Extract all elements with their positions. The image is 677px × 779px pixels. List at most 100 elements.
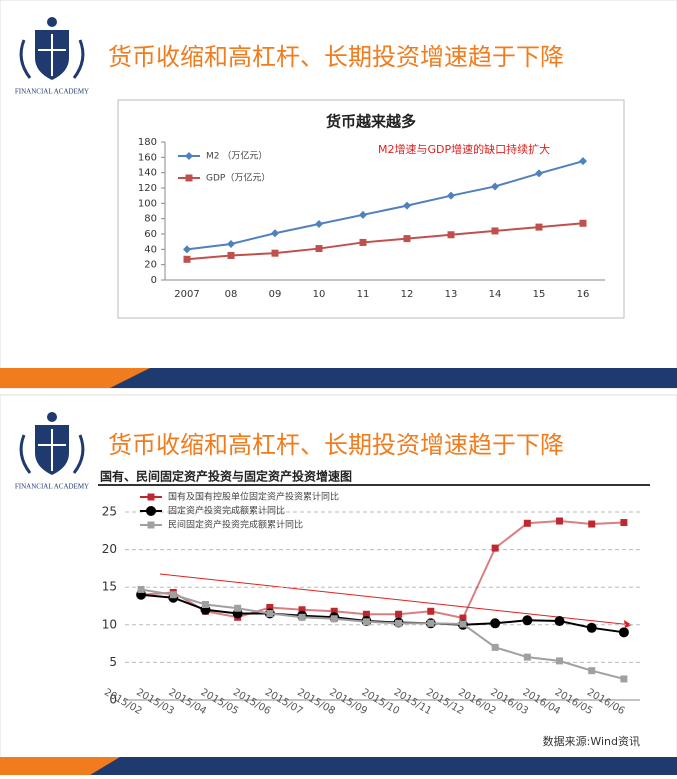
footer-accent: [0, 757, 120, 775]
series-line: [186, 160, 584, 251]
logo-text: FINANCIAL ACADEMY: [15, 483, 89, 491]
annotation: M2增速与GDP增速的缺口持续扩大: [378, 142, 550, 156]
point: [359, 238, 367, 246]
y-tick-label: 0: [109, 693, 117, 707]
point: [556, 517, 564, 525]
slide: [0, 394, 677, 776]
legend-marker: [185, 152, 193, 160]
trend-arrow-head: [624, 620, 632, 628]
chart-frame: [117, 99, 625, 319]
point: [169, 591, 177, 599]
point: [137, 585, 145, 593]
point: [227, 239, 235, 248]
point: [588, 667, 596, 675]
point: [395, 619, 403, 627]
point: [362, 618, 370, 626]
legend-label: 民间固定资产投资完成额累计同比: [168, 519, 303, 531]
logo: [19, 17, 85, 80]
point: [298, 606, 306, 614]
x-tick-label: 15: [533, 289, 546, 300]
y-tick-label: 0: [151, 275, 157, 286]
y-tick-label: 40: [144, 244, 157, 255]
point: [523, 519, 531, 527]
point: [227, 251, 235, 259]
point: [395, 610, 403, 618]
point: [447, 231, 455, 239]
x-tick-label: 12: [401, 289, 414, 300]
point: [491, 227, 499, 235]
point: [183, 245, 191, 254]
x-tick-label: 09: [269, 289, 282, 300]
point: [556, 657, 564, 665]
point: [491, 544, 499, 552]
point: [459, 620, 467, 628]
point: [491, 182, 499, 191]
y-tick-label: 100: [138, 198, 157, 209]
point: [330, 607, 338, 615]
y-tick-label: 20: [102, 542, 117, 556]
y-tick-label: 10: [102, 617, 117, 631]
legend-label: M2 （万亿元）: [206, 150, 267, 162]
point: [579, 157, 587, 166]
series-line: [140, 588, 625, 680]
legend-label: GDP（万亿元）: [206, 172, 270, 184]
point: [490, 618, 501, 629]
point: [362, 610, 370, 618]
x-tick-label: 11: [357, 289, 370, 300]
point: [201, 600, 209, 608]
point: [183, 255, 191, 263]
point: [491, 643, 499, 651]
y-tick-label: 160: [138, 152, 157, 163]
y-tick-label: 60: [144, 229, 157, 240]
y-tick-label: 5: [109, 655, 117, 669]
y-tick-label: 140: [138, 168, 157, 179]
point: [234, 604, 242, 612]
x-tick-label: 10: [313, 289, 326, 300]
source-note: 数据来源:Wind资讯: [543, 734, 640, 748]
series-line: [186, 222, 584, 261]
y-tick-label: 180: [138, 137, 157, 148]
point: [427, 607, 435, 615]
point: [620, 519, 628, 527]
y-tick-label: 80: [144, 214, 157, 225]
point: [266, 604, 274, 612]
y-tick-label: 25: [102, 505, 117, 519]
point: [427, 619, 435, 627]
legend-marker: [185, 174, 193, 182]
point: [535, 169, 543, 178]
footer-bar: [0, 368, 677, 388]
point: [535, 223, 543, 231]
point: [586, 622, 597, 633]
point: [403, 235, 411, 243]
legend-label: 国有及国有控股单位固定资产投资累计同比: [168, 491, 339, 503]
y-tick-label: 20: [144, 260, 157, 271]
legend-marker: [147, 521, 155, 529]
point: [447, 191, 455, 200]
point: [618, 627, 629, 638]
legend-label: 固定资产投资完成额累计同比: [168, 505, 285, 517]
chart-title: 货币越来越多: [326, 113, 416, 131]
slide-title: 货币收缩和高杠杆、长期投资增速趋于下降: [108, 431, 564, 459]
x-tick-label: 08: [225, 289, 238, 300]
chart-title: 国有、民间固定资产投资与固定资产投资增速图: [100, 469, 352, 484]
point: [523, 653, 531, 661]
point: [459, 614, 467, 622]
point: [359, 210, 367, 219]
point: [271, 229, 279, 238]
series-line: [141, 520, 624, 620]
point: [315, 220, 323, 229]
y-tick-label: 120: [138, 183, 157, 194]
point: [403, 201, 411, 210]
legend-marker: [146, 506, 156, 516]
x-tick-label: 2007: [174, 289, 199, 300]
logo-text: FINANCIAL ACADEMY: [15, 88, 89, 96]
point: [271, 249, 279, 257]
footer-accent: [0, 368, 150, 388]
x-tick-label: 16: [577, 289, 590, 300]
logo: [19, 412, 85, 475]
point: [579, 219, 587, 227]
y-tick-label: 15: [102, 580, 117, 594]
slide-title: 货币收缩和高杠杆、长期投资增速趋于下降: [108, 43, 564, 71]
point: [620, 675, 628, 683]
